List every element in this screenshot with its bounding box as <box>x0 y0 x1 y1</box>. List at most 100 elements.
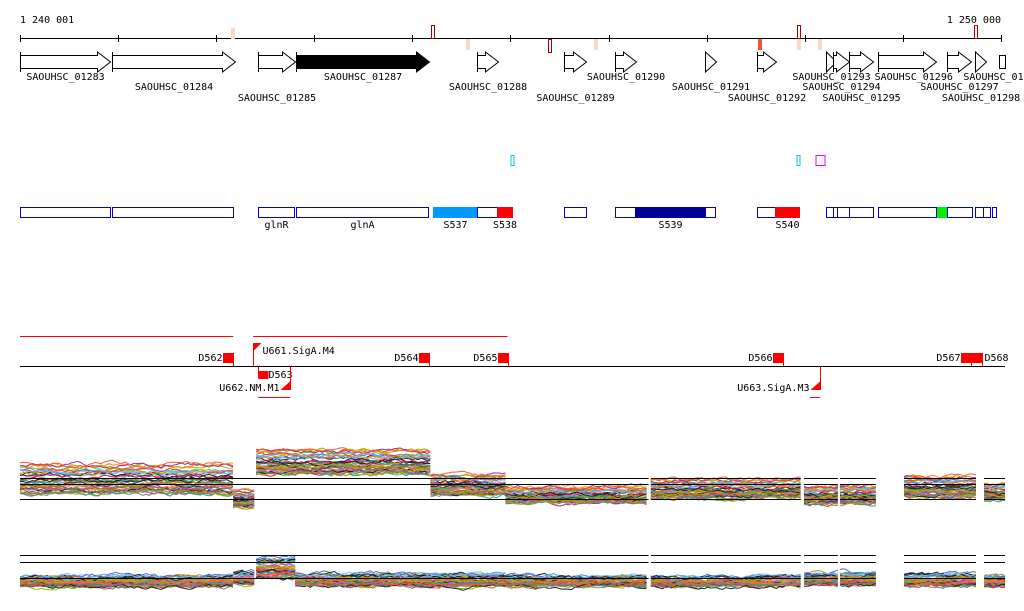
promoter-label: U662.NM.M1 <box>219 383 279 394</box>
gene-SAOUHSC_01289[interactable]: SAOUHSC_01289 <box>536 50 615 104</box>
expression-trace <box>19 489 234 497</box>
feature-box[interactable] <box>878 207 937 218</box>
gene-SAOUHSC_01292[interactable]: SAOUHSC_01292 <box>728 50 806 104</box>
terminator-label: D568 <box>985 353 1009 364</box>
feature-box[interactable] <box>615 207 636 218</box>
feature-box[interactable] <box>705 207 716 218</box>
gene-arrow <box>849 50 875 74</box>
feature-rect <box>878 207 937 218</box>
gene-SAOUHSC_01291[interactable]: SAOUHSC_01291 <box>672 50 750 93</box>
feature-box[interactable] <box>564 207 587 218</box>
feature-box[interactable]: glnA <box>296 207 429 232</box>
axis-marker[interactable] <box>548 39 552 53</box>
expression-trace <box>19 483 234 492</box>
data-gap <box>648 430 651 520</box>
feature-rect <box>775 207 800 218</box>
feature-box[interactable] <box>833 207 838 218</box>
promoter-U662.NM.M1[interactable]: U662.NM.M1 <box>219 366 291 394</box>
gene-label: SAOUHSC_01298 <box>942 93 1020 104</box>
terminator-D566[interactable]: D566 <box>748 353 784 366</box>
feature-box[interactable]: S539 <box>635 207 706 232</box>
expression-trace <box>983 486 1006 490</box>
terminator-label: D566 <box>748 353 772 364</box>
gene-label: SAOUHSC_01289 <box>536 93 614 104</box>
axis-marker[interactable] <box>974 25 978 39</box>
feature-box[interactable]: S537 <box>433 207 478 232</box>
ruler-start-label: 1 240 001 <box>20 15 74 26</box>
gene-SAOUHSC_01283[interactable]: SAOUHSC_01283 <box>20 50 112 83</box>
gene-SAOUHSC_01296[interactable]: SAOUHSC_01296 <box>875 50 953 83</box>
data-gap <box>837 545 840 600</box>
gene-label: SAOUHSC_01287 <box>324 72 402 83</box>
feature-rect <box>258 207 295 218</box>
feature-box[interactable] <box>757 207 776 218</box>
feature-mark[interactable] <box>510 155 515 166</box>
expression-trace <box>232 493 255 498</box>
terminator-D562[interactable]: D562 <box>198 353 234 366</box>
expression-trace <box>256 557 296 562</box>
data-gap <box>800 430 804 520</box>
feature-label: S538 <box>493 220 517 231</box>
expression-trace <box>233 503 255 507</box>
axis-marker[interactable] <box>797 39 801 50</box>
axis-marker[interactable] <box>231 28 235 39</box>
expression-trace <box>983 494 1006 498</box>
axis-marker[interactable] <box>466 39 470 50</box>
gene-SAOUHSC_01295[interactable]: SAOUHSC_01295 <box>822 50 901 104</box>
feature-box[interactable]: glnR <box>258 207 295 232</box>
gene-SAOUHSC_01297[interactable]: SAOUHSC_01297 <box>920 50 999 93</box>
gene-SAOUHSC_01290[interactable]: SAOUHSC_01290 <box>587 50 665 83</box>
promoter-U663.SigA.M3[interactable]: U663.SigA.M3 <box>737 366 821 394</box>
terminator-D564[interactable]: D564 <box>394 353 430 366</box>
feature-box[interactable] <box>20 207 111 218</box>
gene-SAOUHSC_01287[interactable]: SAOUHSC_01287 <box>296 50 431 83</box>
expression-trace <box>256 458 431 467</box>
feature-box[interactable] <box>937 207 948 218</box>
terminator-box <box>972 353 982 363</box>
terminator-D568[interactable]: D568 <box>972 353 1009 366</box>
expression-trace <box>903 477 977 484</box>
gene-SAOUHSC_01293[interactable]: SAOUHSC_01293 <box>792 50 871 83</box>
axis-marker[interactable] <box>797 25 801 39</box>
expression-trace <box>903 477 977 485</box>
feature-box[interactable] <box>112 207 234 218</box>
gene-SAOUHSC_01294[interactable]: SAOUHSC_01294 <box>802 50 881 93</box>
feature-label: S539 <box>658 220 682 231</box>
feature-box[interactable] <box>983 207 991 218</box>
feature-box[interactable] <box>947 207 973 218</box>
terminator-D567[interactable]: D567 <box>936 353 972 366</box>
feature-box[interactable]: S538 <box>493 207 517 232</box>
feature-box[interactable] <box>826 207 834 218</box>
terminator-label: D565 <box>473 353 497 364</box>
axis-marker[interactable] <box>594 39 598 50</box>
feature-box[interactable]: S540 <box>775 207 800 232</box>
gene-SAOUHSC_01288[interactable]: SAOUHSC_01288 <box>449 50 527 93</box>
terminator-D563[interactable]: D563 <box>258 366 293 381</box>
expression-trace <box>19 468 234 476</box>
feature-box[interactable] <box>975 207 984 218</box>
gene-SAOUHSC_01285[interactable]: SAOUHSC_01285 <box>238 50 316 104</box>
gene-SAOUHSC_01299[interactable]: SAOUHSC_01299 <box>963 55 1024 84</box>
promoter-label: U661.SigA.M4 <box>263 346 335 357</box>
feature-box[interactable] <box>837 207 850 218</box>
expression-trace <box>256 463 431 471</box>
expression-panels <box>19 430 1006 600</box>
feature-box[interactable] <box>849 207 874 218</box>
gene-SAOUHSC_01298[interactable]: SAOUHSC_01298 <box>942 50 1020 104</box>
promoter-U661.SigA.M4[interactable]: U661.SigA.M4 <box>253 343 335 366</box>
feature-box[interactable] <box>992 207 997 218</box>
expression-bottom <box>19 545 1006 600</box>
terminator-D565[interactable]: D565 <box>473 353 509 366</box>
axis-marker[interactable] <box>431 25 435 39</box>
feature-mark[interactable] <box>796 155 801 166</box>
expression-trace <box>430 490 506 496</box>
expression-trace <box>233 574 255 579</box>
feature-mark[interactable] <box>815 155 826 166</box>
expression-trace <box>505 499 647 505</box>
gene-SAOUHSC_01284[interactable]: SAOUHSC_01284 <box>112 50 237 93</box>
axis-marker[interactable] <box>758 39 762 50</box>
data-gap <box>837 430 840 520</box>
expression-trace <box>233 488 255 492</box>
feature-box[interactable] <box>477 207 498 218</box>
axis-marker[interactable] <box>818 39 822 50</box>
